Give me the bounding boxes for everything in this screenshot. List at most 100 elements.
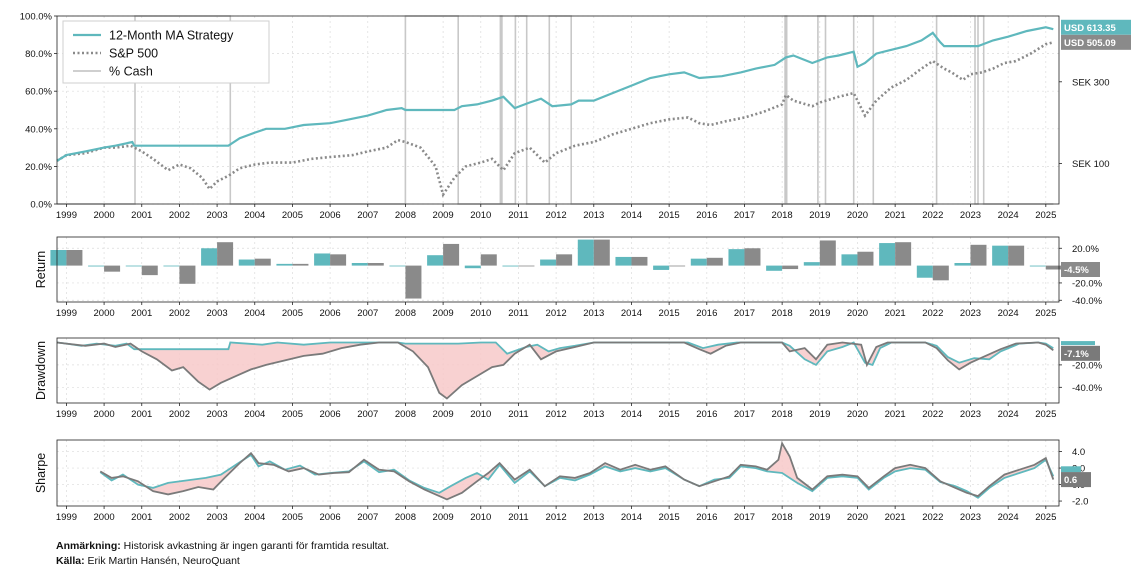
x-tick-label: 2009 [433,512,454,523]
x-tick-label: 2008 [395,308,416,319]
x-tick-label: 2001 [131,210,152,221]
source-note: Källa: Erik Martin Hansén, NeuroQuant [56,555,240,567]
x-tick-label: 2023 [960,512,981,523]
x-tick-label: 2001 [131,512,152,523]
return-bar-sp500 [895,242,912,266]
return-bar-sp500 [706,257,723,266]
sharpe-end-badge-text: 0.6 [1064,475,1077,486]
x-tick-label: 2024 [998,409,1019,420]
remark-text: Historisk avkastning är ingen garanti fö… [120,540,390,552]
legend: 12-Month MA Strategy S&P 500 % Cash [62,20,270,84]
source-label: Källa: [56,555,85,567]
x-tick-label: 2000 [94,512,115,523]
value-badge-text: USD 505.09 [1064,38,1116,49]
return-bar-strategy [766,265,783,271]
x-tick-label: 2016 [696,409,717,420]
x-tick-label: 2009 [433,409,454,420]
price-right-axis: SEK 100 SEK 300 [1059,77,1110,170]
x-tick-label: 2006 [320,308,341,319]
y-tick-label: 0.0% [30,200,52,211]
y-tick-label: -20.0% [1072,278,1103,289]
y-tick-label: 60.0% [25,87,52,98]
value-badge-bg [1061,19,1131,35]
return-bar-sp500 [367,263,384,266]
x-tick-label: 2015 [659,409,680,420]
return-bar-sp500 [292,263,309,266]
x-tick-label: 2020 [847,210,868,221]
return-bar-strategy [201,248,218,266]
return-bar-strategy [1029,265,1046,267]
x-tick-label: 2008 [395,409,416,420]
right-tick-label: SEK 100 [1072,159,1110,170]
return-end-badge-text: -4.5% [1064,265,1089,276]
x-tick-label: 2011 [508,409,528,420]
return-bar-sp500 [819,240,836,266]
return-bar-strategy [50,250,67,266]
x-tick-label: 2003 [207,210,228,221]
remark-label: Anmärkning: [56,540,121,552]
sharpe-panel-frame [56,439,1060,507]
x-tick-label: 2023 [960,308,981,319]
return-bar-strategy [502,265,519,267]
x-tick-label: 2014 [621,308,642,319]
drawdown-y-axis: -20.0% -40.0% [1059,360,1103,394]
return-bar-sp500 [782,265,799,270]
value-badge-text: USD 613.35 [1064,23,1116,34]
return-bar-strategy [879,243,896,266]
drawdown-end-badge-bg [1061,345,1100,361]
return-bar-sp500 [744,248,761,266]
x-tick-label: 2018 [772,308,793,319]
x-tick-label: 2022 [922,308,943,319]
y-tick-label: -40.0% [1072,296,1103,307]
return-bar-strategy [540,259,557,266]
x-tick-label: 2005 [282,409,303,420]
return-bar-strategy [163,265,180,267]
x-tick-label: 2025 [1035,512,1056,523]
y-tick-label: 40.0% [25,124,52,135]
x-tick-label: 1999 [56,308,77,319]
value-badge: USD 505.09 [1061,34,1131,50]
x-tick-label: 2008 [395,210,416,221]
drawdown-axis-title: Drawdown [34,341,48,400]
return-panel-frame [56,236,1060,303]
sharpe-strategy-line [99,453,1055,499]
x-tick-label: 2017 [734,308,755,319]
legend-label: % Cash [109,65,153,79]
x-tick-label: 2001 [131,308,152,319]
sp500-line [56,41,1054,198]
return-bar-sp500 [480,254,497,266]
x-tick-label: 2017 [734,210,755,221]
return-bar-strategy [728,249,745,266]
x-tick-label: 2004 [244,409,265,420]
x-tick-label: 2017 [734,512,755,523]
return-bar-sp500 [669,265,686,267]
x-tick-label: 2007 [357,210,378,221]
x-tick-label: 2016 [696,308,717,319]
x-tick-label: 2002 [169,210,190,221]
x-tick-label: 2022 [922,512,943,523]
x-tick-label: 2000 [94,409,115,420]
return-bar-strategy [427,255,444,266]
x-tick-label: 2025 [1035,210,1056,221]
remark-note: Anmärkning: Historisk avkastning är inge… [56,540,389,552]
return-bar-strategy [314,253,331,266]
x-tick-label: 2012 [546,512,567,523]
x-tick-label: 2024 [998,210,1019,221]
x-tick-label: 2004 [244,210,265,221]
source-text: Erik Martin Hansén, NeuroQuant [84,555,240,567]
return-bar-strategy [653,265,670,270]
sharpe-area [100,445,1054,500]
drawdown-sp500-line [56,341,1054,400]
price-y-axis: 0.0% 20.0% 40.0% 60.0% 80.0% 100.0% [20,12,57,211]
x-tick-label: 2019 [809,308,830,319]
return-bar-strategy [125,265,142,267]
legend-label: 12-Month MA Strategy [109,29,234,43]
return-bar-strategy [238,259,255,266]
drawdown-end-badge: -7.1% [1061,345,1100,361]
x-tick-label: 2013 [583,512,604,523]
x-tick-label: 2017 [734,409,755,420]
y-tick-label: -40.0% [1072,383,1103,394]
x-tick-label: 2016 [696,210,717,221]
x-tick-label: 2021 [885,409,906,420]
sharpe-end-badge-bg [1061,472,1091,488]
